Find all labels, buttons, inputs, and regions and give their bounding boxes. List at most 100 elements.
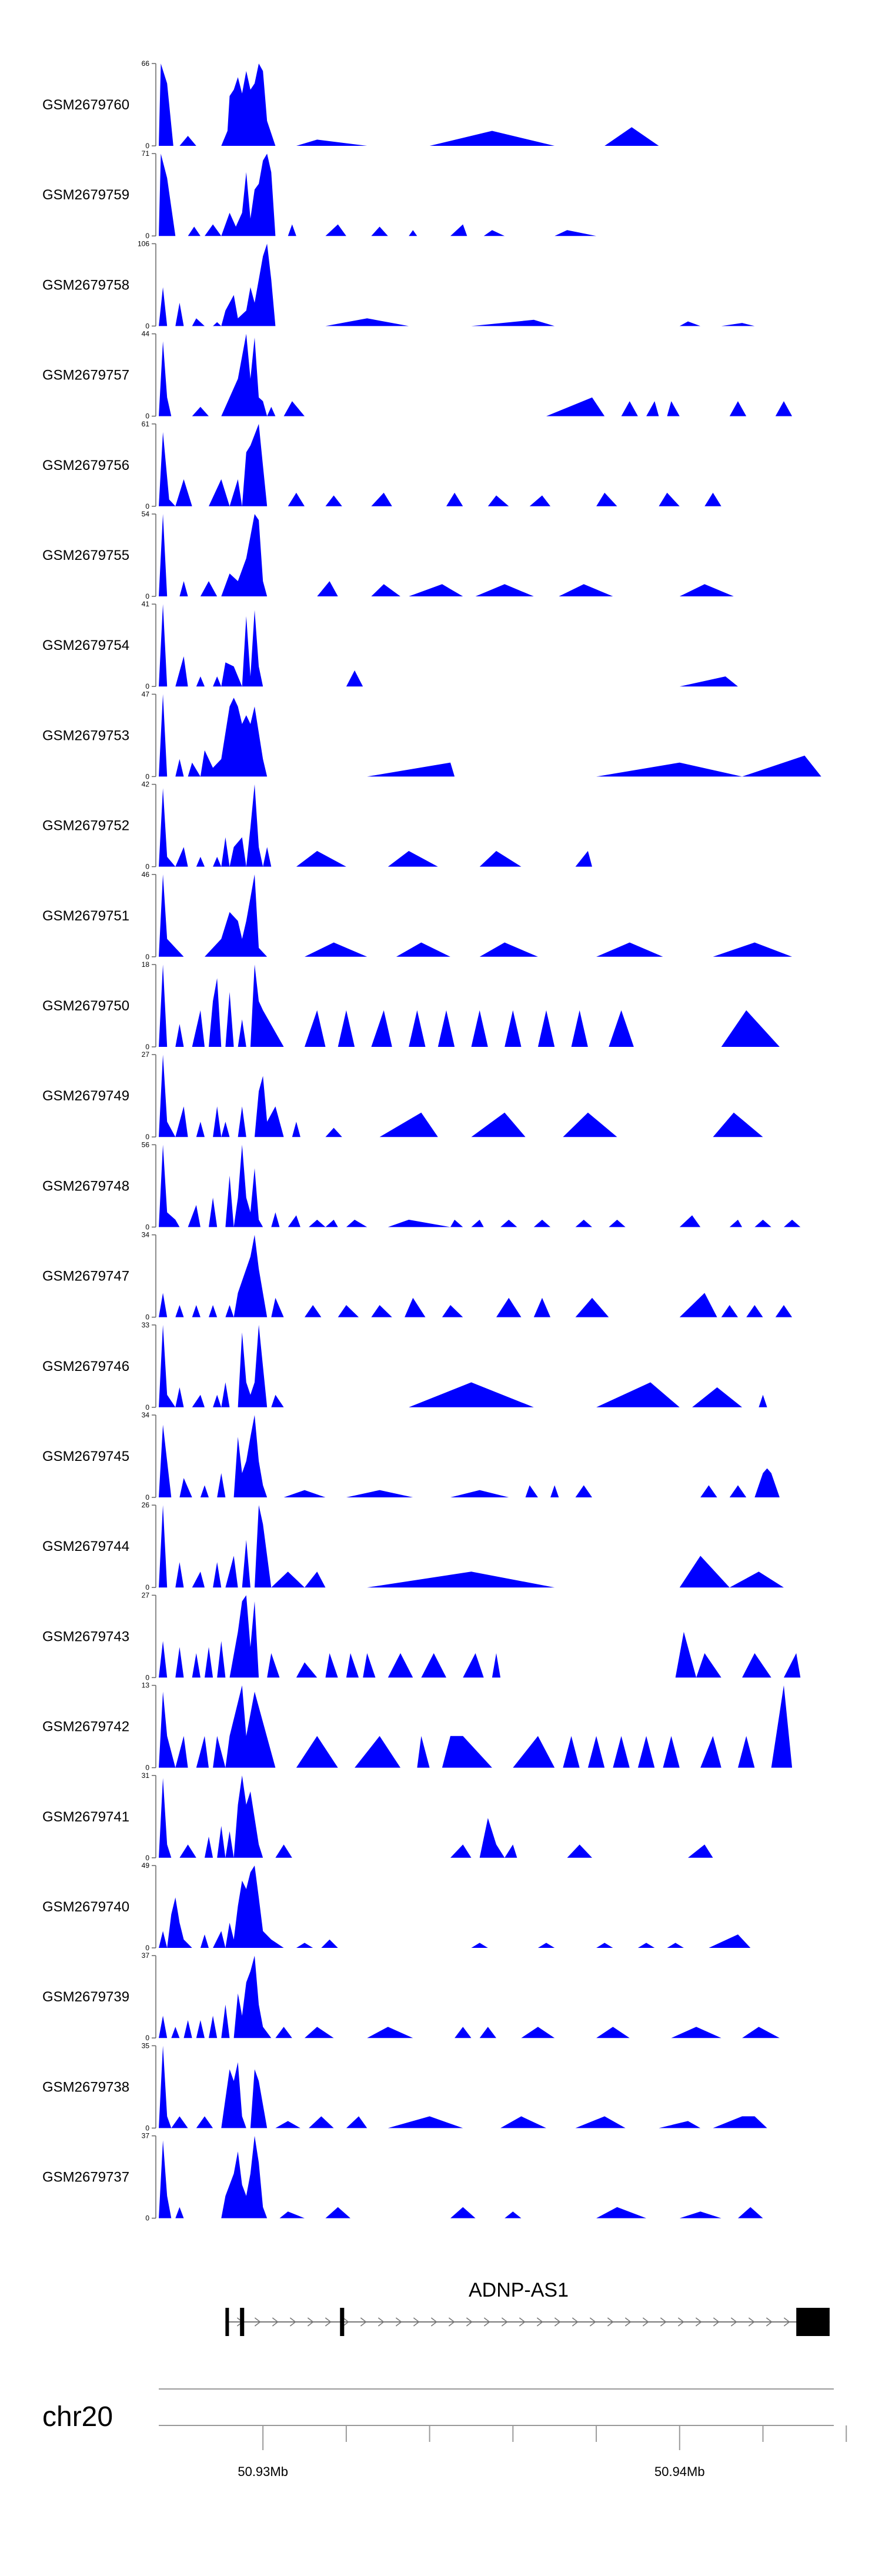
track-gsm2679745: GSM2679745 34 0	[42, 1411, 780, 1501]
track-label: GSM2679753	[42, 728, 129, 743]
track-gsm2679756: GSM2679756 61 0	[42, 420, 747, 510]
track-ymax-label: 37	[142, 2132, 150, 2140]
coverage-area	[159, 514, 734, 596]
coverage-area	[159, 1685, 793, 1768]
gene-label: ADNP-AS1	[469, 2279, 569, 2301]
strand-arrow	[624, 2317, 632, 2327]
track-zero-label: 0	[145, 322, 149, 330]
track-zero-label: 0	[145, 1043, 149, 1051]
track-gsm2679749: GSM2679749 27 0	[42, 1050, 763, 1141]
track-zero-label: 0	[145, 953, 149, 961]
track-gsm2679758: GSM2679758 106 0	[42, 239, 755, 330]
track-ymax-label: 35	[142, 2041, 150, 2050]
strand-arrow	[766, 2317, 773, 2327]
coverage-area	[159, 1144, 801, 1227]
strand-arrow	[377, 2317, 385, 2327]
track-zero-label: 0	[145, 1403, 149, 1412]
track-gsm2679737: GSM2679737 37 0	[42, 2132, 784, 2223]
coverage-area	[159, 874, 793, 957]
track-ymax-label: 31	[142, 1771, 150, 1780]
track-label: GSM2679751	[42, 908, 129, 924]
track-label: GSM2679740	[42, 1899, 129, 1915]
track-gsm2679757: GSM2679757 44 0	[42, 330, 793, 421]
track-gsm2679752: GSM2679752 42 0	[42, 780, 688, 871]
track-gsm2679739: GSM2679739 37 0	[42, 1951, 780, 2042]
track-zero-label: 0	[145, 1133, 149, 1141]
strand-arrow	[607, 2317, 614, 2327]
coverage-area	[159, 2046, 784, 2128]
track-ymax-label: 34	[142, 1231, 150, 1239]
track-zero-label: 0	[145, 412, 149, 421]
track-ymax-label: 46	[142, 870, 150, 879]
track-ymax-label: 47	[142, 690, 150, 698]
strand-arrow	[466, 2317, 473, 2327]
track-ymax-label: 106	[138, 239, 149, 248]
strand-arrow	[554, 2317, 561, 2327]
strand-arrows	[236, 2317, 790, 2327]
track-gsm2679759: GSM2679759 71 0	[42, 149, 734, 240]
track-ymax-label: 27	[142, 1050, 150, 1059]
strand-arrow	[572, 2317, 579, 2327]
track-label: GSM2679752	[42, 818, 129, 834]
strand-arrow	[748, 2317, 755, 2327]
strand-arrow	[395, 2317, 402, 2327]
track-label: GSM2679741	[42, 1809, 129, 1825]
track-ymax-label: 37	[142, 1951, 150, 1960]
track-zero-label: 0	[145, 142, 149, 150]
strand-arrow	[660, 2317, 667, 2327]
gene-exons	[225, 2308, 830, 2336]
coverage-area	[159, 64, 697, 146]
track-ymax-label: 61	[142, 420, 150, 428]
track-zero-label: 0	[145, 1493, 149, 1501]
track-zero-label: 0	[145, 1944, 149, 1952]
chromosome-label: chr20	[42, 2401, 113, 2432]
axis-ticks	[262, 2425, 847, 2450]
track-label: GSM2679749	[42, 1088, 129, 1104]
track-label: GSM2679747	[42, 1269, 129, 1284]
track-ymax-label: 56	[142, 1140, 150, 1149]
strand-arrow	[483, 2317, 490, 2327]
track-gsm2679743: GSM2679743 27 0	[42, 1591, 801, 1681]
coverage-area	[159, 604, 738, 687]
track-label: GSM2679757	[42, 368, 129, 383]
strand-arrow	[713, 2317, 720, 2327]
strand-arrow	[307, 2317, 314, 2327]
track-gsm2679742: GSM2679742 13 0	[42, 1681, 793, 1772]
track-gsm2679746: GSM2679746 33 0	[42, 1321, 784, 1412]
track-zero-label: 0	[145, 1764, 149, 1772]
coverage-area	[159, 1415, 780, 1497]
strand-arrow	[254, 2317, 261, 2327]
coverage-area	[159, 1595, 801, 1678]
coverage-area	[159, 784, 688, 867]
coverage-area	[159, 965, 780, 1047]
track-ymax-label: 66	[142, 59, 150, 68]
strand-arrow	[430, 2317, 437, 2327]
track-label: GSM2679748	[42, 1178, 129, 1194]
track-label: GSM2679737	[42, 2170, 129, 2185]
track-zero-label: 0	[145, 2124, 149, 2132]
exon-block	[225, 2308, 229, 2336]
track-label: GSM2679756	[42, 458, 129, 473]
strand-arrow	[783, 2317, 790, 2327]
exon-block	[796, 2308, 830, 2336]
track-gsm2679738: GSM2679738 35 0	[42, 2041, 784, 2132]
track-ymax-label: 49	[142, 1861, 150, 1870]
strand-arrow	[272, 2317, 279, 2327]
strand-arrow	[342, 2317, 349, 2327]
strand-arrow	[360, 2317, 367, 2327]
coverage-area	[159, 2135, 784, 2218]
track-label: GSM2679738	[42, 2079, 129, 2095]
track-label: GSM2679750	[42, 998, 129, 1014]
coverage-area	[159, 1775, 738, 1858]
strand-arrow	[325, 2317, 332, 2327]
axis-tick-label: 50.93Mb	[238, 2464, 288, 2479]
track-ymax-label: 42	[142, 780, 150, 789]
track-label: GSM2679743	[42, 1629, 129, 1644]
coverage-area	[159, 1324, 784, 1407]
coverage-area	[159, 1055, 763, 1137]
track-ymax-label: 41	[142, 600, 150, 608]
track-zero-label: 0	[145, 682, 149, 690]
track-ymax-label: 33	[142, 1321, 150, 1329]
genome-axis-track: chr20 50.93Mb 50.94Mb	[42, 2388, 847, 2479]
